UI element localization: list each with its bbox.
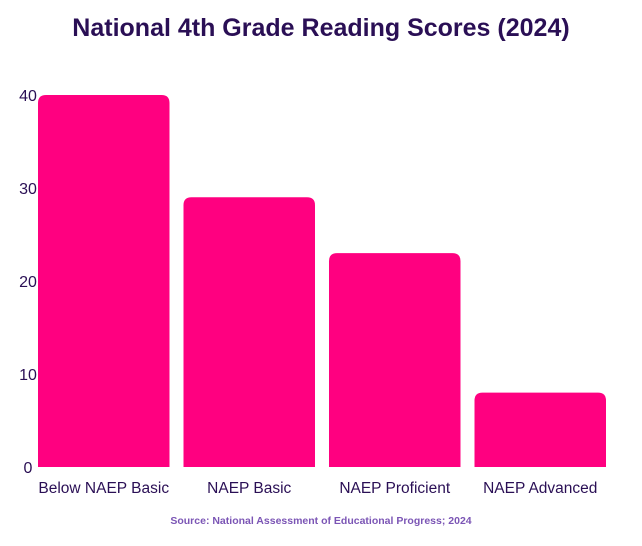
- y-tick-label: 0: [24, 460, 33, 477]
- y-tick-label: 10: [19, 367, 37, 384]
- x-tick-label: NAEP Proficient: [339, 480, 451, 497]
- bar-3: [474, 392, 606, 467]
- chart-title: National 4th Grade Reading Scores (2024): [72, 14, 570, 42]
- bar-0: [38, 95, 170, 467]
- y-tick-label: 20: [19, 274, 37, 291]
- x-tick-label: NAEP Basic: [207, 480, 291, 497]
- bar-2: [329, 253, 461, 467]
- x-tick-label: NAEP Advanced: [483, 480, 597, 497]
- chart-source: Source: National Assessment of Education…: [170, 515, 472, 527]
- y-tick-label: 30: [19, 181, 37, 198]
- bar-1: [183, 197, 315, 468]
- y-tick-label: 40: [19, 88, 37, 105]
- x-tick-label: Below NAEP Basic: [38, 480, 169, 497]
